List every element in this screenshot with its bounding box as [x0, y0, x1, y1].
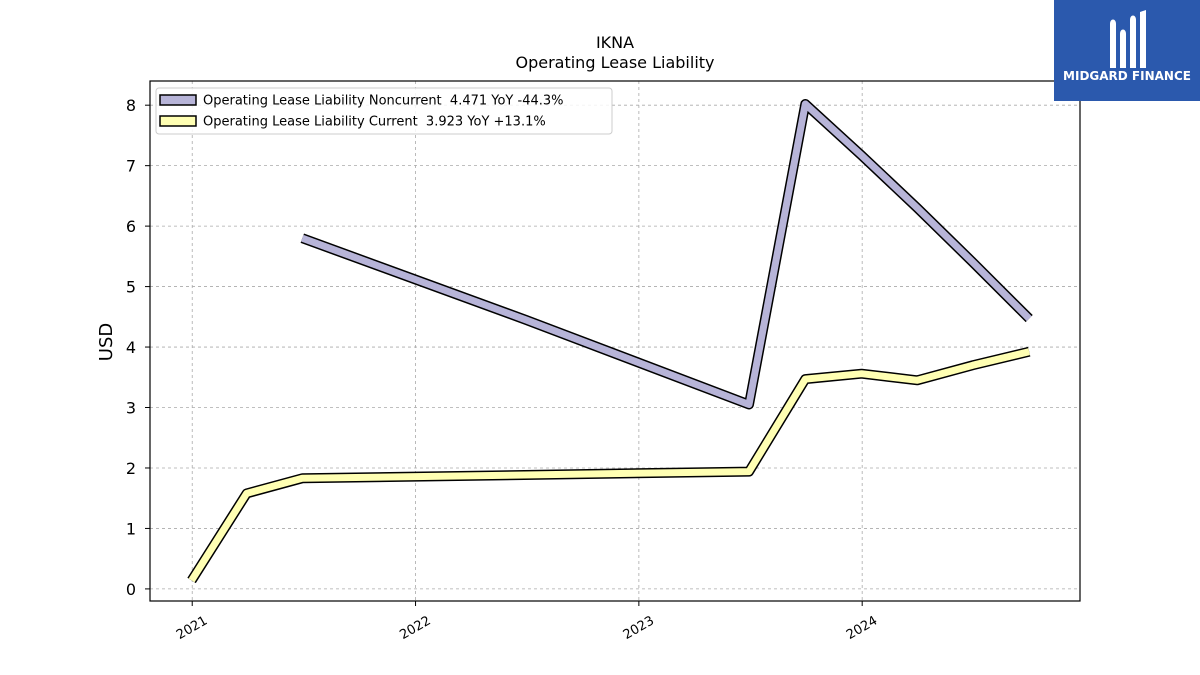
- x-tick-label: 2021: [174, 613, 210, 643]
- x-axis: 2021 2022 2023 2024: [174, 601, 880, 643]
- series-lines: [187, 99, 1033, 584]
- chart-subtitle: Operating Lease Liability: [515, 53, 714, 72]
- series-outline-1: [187, 346, 1031, 584]
- y-tick-label: 1: [126, 519, 136, 538]
- legend-label-current: Operating Lease Liability Current 3.923 …: [203, 115, 546, 130]
- y-tick-label: 2: [126, 459, 136, 478]
- chart-title: IKNA: [596, 33, 634, 52]
- x-tick-label: 2024: [844, 613, 880, 643]
- plot-frame: [149, 80, 1081, 602]
- y-tick-label: 7: [126, 157, 136, 176]
- brand-name: MIDGARD FINANCE: [1063, 69, 1191, 83]
- y-tick-label: 0: [126, 580, 136, 599]
- x-tick-label: 2023: [621, 613, 657, 643]
- grid: [150, 81, 1080, 601]
- series-outline-0: [300, 99, 1033, 410]
- y-axis-label: USD: [96, 323, 117, 361]
- x-tick-label: 2022: [397, 613, 433, 643]
- series-line-1: [188, 348, 1031, 583]
- y-tick-label: 5: [126, 278, 136, 297]
- legend: Operating Lease Liability Noncurrent 4.4…: [155, 87, 613, 135]
- y-tick-label: 6: [126, 217, 136, 236]
- brand-logo: MIDGARD FINANCE: [1054, 0, 1200, 101]
- legend-swatch-current: [159, 115, 197, 127]
- series-line-0: [301, 100, 1032, 408]
- y-tick-label: 4: [126, 338, 136, 357]
- legend-box: [155, 87, 613, 135]
- midgard-logo-icon: [1110, 10, 1146, 68]
- y-tick-label: 8: [126, 96, 136, 115]
- legend-label-noncurrent: Operating Lease Liability Noncurrent 4.4…: [203, 94, 564, 109]
- y-axis: 0 1 2 3 4 5 6 7 8: [126, 96, 150, 599]
- y-tick-label: 3: [126, 399, 136, 418]
- legend-swatch-noncurrent: [159, 94, 197, 106]
